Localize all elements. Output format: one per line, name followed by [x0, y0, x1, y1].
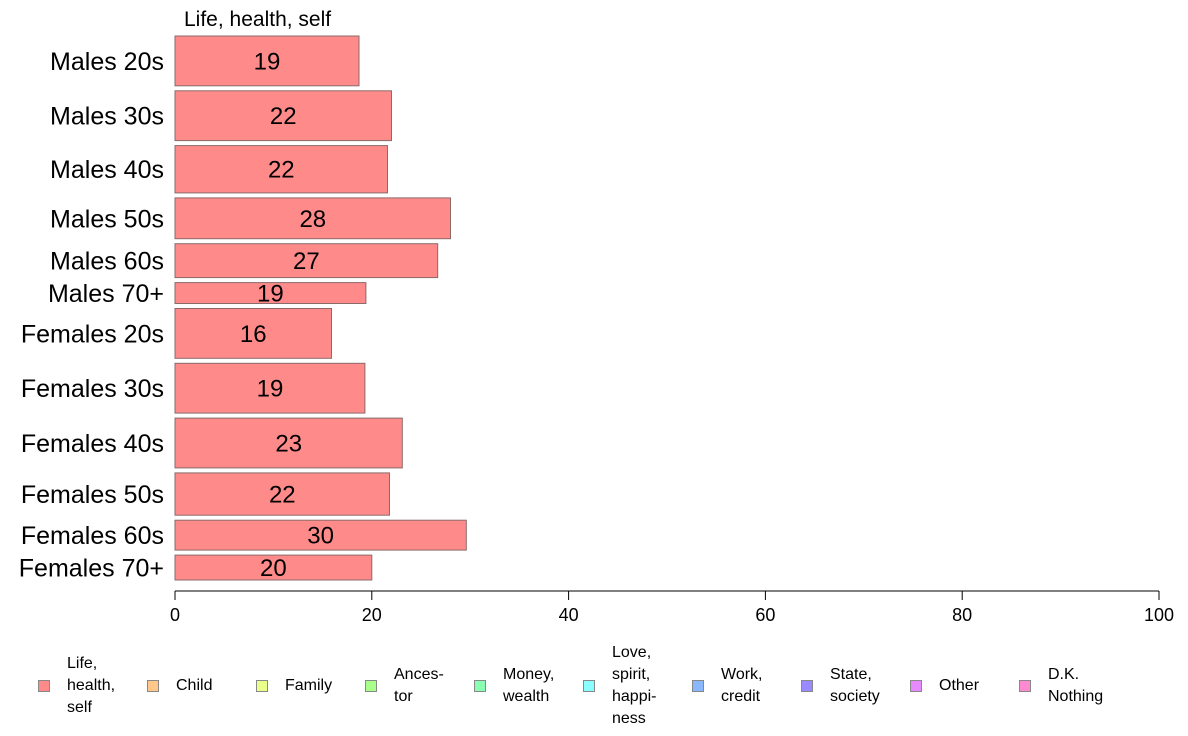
bar-value-label: 19 — [257, 376, 284, 403]
bar — [174, 554, 373, 581]
x-tick-label: 20 — [362, 605, 382, 625]
legend-label: Love, spirit, happi- ness — [612, 644, 657, 727]
category-label: Males 60s — [50, 248, 164, 276]
bar-chart: Life, health, self 19 Males 20s 22 Males 30… — [19, 8, 1174, 625]
legend-swatch — [147, 680, 159, 692]
legend-label: Money, wealth — [503, 666, 555, 705]
legend-label: Ances- tor — [394, 666, 444, 705]
legend-label: D.K. Nothing — [1048, 666, 1104, 705]
category-label: Females 70+ — [19, 555, 164, 583]
bar — [174, 145, 388, 194]
bar — [174, 362, 366, 414]
legend: Life, health, self Child Family Ances- tor M… — [38, 640, 1168, 732]
bar-value-label: 28 — [299, 206, 326, 233]
legend-label: Family — [285, 677, 333, 694]
legend-swatch — [1019, 680, 1031, 692]
legend-swatch — [365, 680, 377, 692]
legend-label: Other — [939, 677, 980, 694]
bar-value-label: 20 — [260, 555, 287, 582]
legend-item: D.K. Nothing — [1019, 640, 1103, 732]
bar-value-label: 30 — [307, 523, 334, 550]
category-label: Males 30s — [50, 103, 164, 131]
x-tick-label: 60 — [755, 605, 775, 625]
x-tick-label: 40 — [559, 605, 579, 625]
legend-swatch — [910, 680, 922, 692]
legend-item: Ances- tor — [365, 640, 444, 732]
legend-label: Life, health, self — [67, 655, 116, 716]
category-label: Females 60s — [21, 522, 164, 550]
x-tick-label: 0 — [170, 605, 180, 625]
legend-label: State, society — [830, 666, 880, 705]
bar-value-label: 22 — [270, 103, 297, 130]
bar — [174, 282, 367, 305]
legend-item: Life, health, self — [38, 640, 115, 732]
bars-group: 19 Males 20s 22 Males 30s 22 Males 40s 28 Males… — [19, 35, 467, 583]
legend-swatch — [38, 680, 50, 692]
bar — [174, 197, 451, 240]
legend-swatch — [692, 680, 704, 692]
category-label: Females 30s — [21, 375, 164, 403]
category-label: Males 70+ — [48, 280, 164, 308]
legend-label: Child — [176, 677, 213, 694]
legend-item: Other — [910, 640, 979, 732]
category-label: Males 50s — [50, 205, 164, 233]
bar — [174, 308, 332, 359]
bar — [174, 417, 403, 469]
series-title: Life, health, self — [184, 8, 331, 31]
bar-value-label: 22 — [268, 157, 295, 184]
legend-item: Love, spirit, happi- ness — [583, 640, 656, 732]
bar — [174, 35, 360, 87]
bar-value-label: 19 — [254, 48, 281, 75]
category-label: Females 50s — [21, 481, 164, 509]
legend-swatch — [256, 680, 268, 692]
bar — [174, 519, 467, 551]
bar-value-label: 22 — [269, 482, 296, 509]
x-tick-label: 80 — [952, 605, 972, 625]
legend-item: Work, credit — [692, 640, 762, 732]
x-axis: 0 20 40 60 80 100 — [170, 590, 1174, 625]
bar — [174, 472, 390, 516]
legend-item: Family — [256, 640, 332, 732]
bar — [174, 90, 392, 142]
category-label: Males 20s — [50, 48, 164, 76]
legend-label: Work, credit — [721, 666, 763, 705]
legend-swatch — [801, 680, 813, 692]
legend-item: State, society — [801, 640, 880, 732]
bar-value-label: 19 — [257, 281, 284, 308]
category-label: Males 40s — [50, 156, 164, 184]
legend-item: Child — [147, 640, 212, 732]
legend-swatch — [583, 680, 595, 692]
category-label: Females 20s — [21, 320, 164, 348]
legend-item: Money, wealth — [474, 640, 554, 732]
x-tick-label: 100 — [1144, 605, 1174, 625]
bar-value-label: 23 — [275, 431, 302, 458]
bar-value-label: 16 — [240, 321, 267, 348]
bar — [174, 243, 439, 279]
category-label: Females 40s — [21, 430, 164, 458]
bar-value-label: 27 — [293, 248, 320, 275]
legend-swatch — [474, 680, 486, 692]
